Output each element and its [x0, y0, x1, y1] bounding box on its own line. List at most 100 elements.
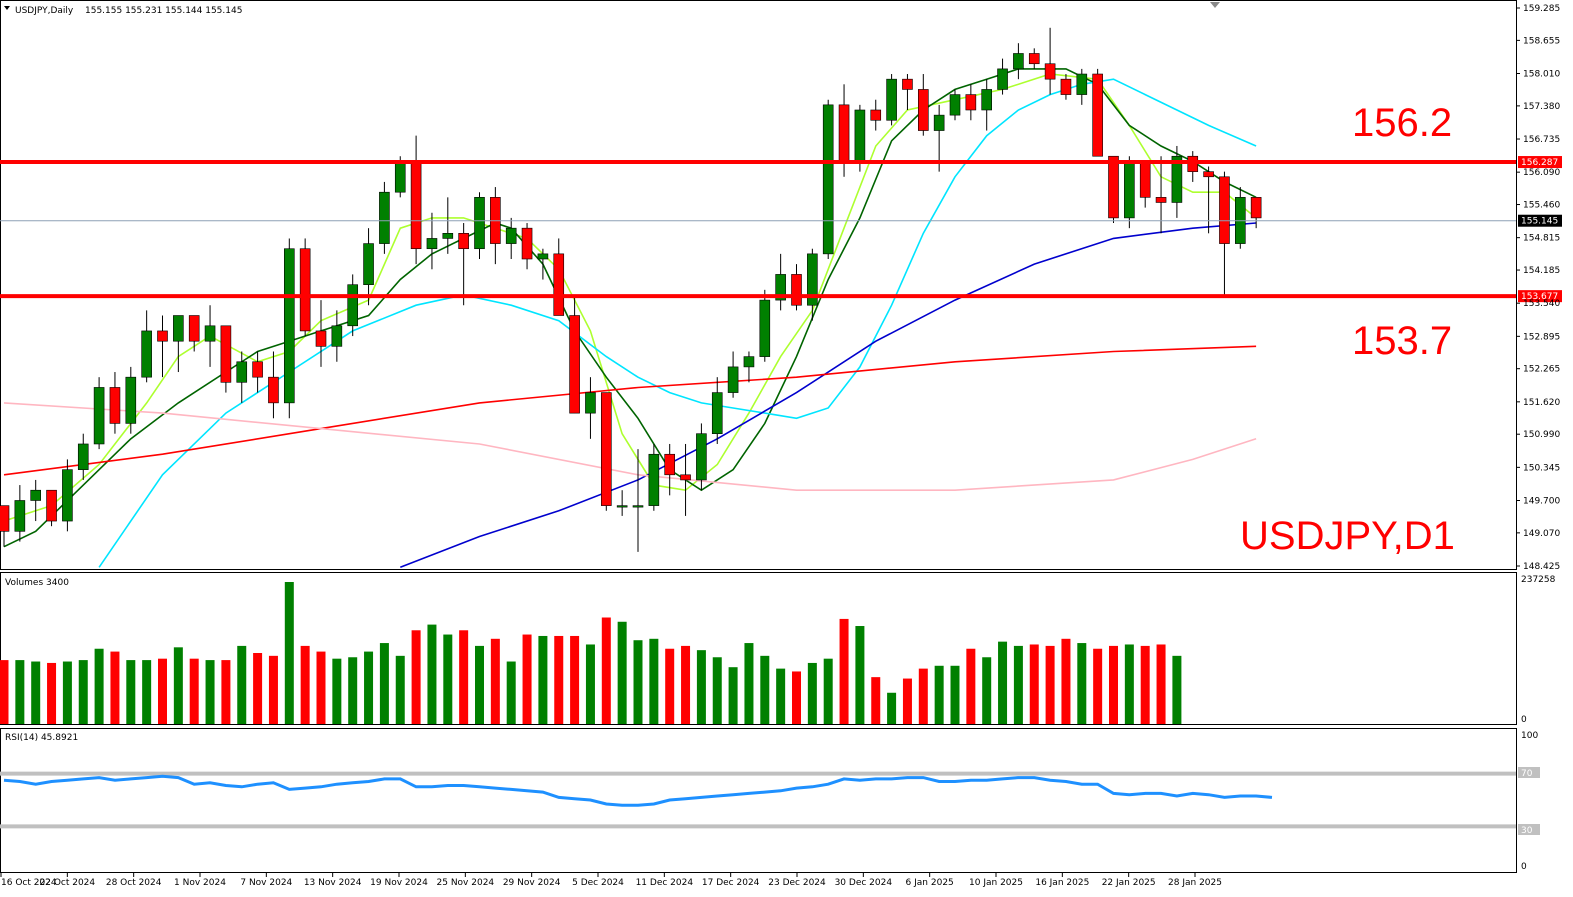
volume-bar — [633, 640, 643, 724]
candle-body — [62, 469, 73, 522]
volume-bar — [459, 630, 469, 724]
volume-bar — [31, 661, 41, 724]
candle — [93, 377, 105, 450]
volume-bar — [902, 678, 912, 724]
candle-body — [331, 325, 343, 347]
candle — [442, 197, 454, 254]
candle — [696, 423, 707, 491]
candle-body — [347, 284, 359, 327]
moving-average-line-6 — [3, 402, 1257, 492]
candle-body — [1060, 78, 1072, 95]
candle-body — [0, 505, 10, 532]
candle-body — [379, 191, 390, 244]
volume-bar — [887, 692, 897, 724]
time-tick-label: 30 Dec 2024 — [835, 878, 893, 888]
candle — [236, 351, 248, 403]
candle — [46, 489, 57, 527]
price-tick-label: 158.655 — [1523, 36, 1560, 46]
candle — [553, 238, 565, 316]
volume-bar — [776, 668, 786, 724]
candle-body — [1092, 73, 1103, 157]
candle-body — [585, 392, 596, 414]
volume-bar — [918, 668, 928, 724]
volume-zero-label: 0 — [1521, 715, 1527, 725]
moving-average-line-4 — [400, 222, 1257, 569]
volume-bar — [1061, 638, 1071, 724]
candle-body — [949, 94, 961, 116]
candle-body — [1219, 176, 1230, 244]
candle — [299, 238, 311, 337]
candle-body — [1203, 171, 1214, 178]
chart-shift-marker-icon[interactable] — [1210, 2, 1220, 8]
candle-body — [648, 453, 660, 506]
candle-body — [981, 89, 993, 111]
candle — [109, 372, 121, 434]
candle-body — [125, 376, 137, 424]
price-tick-label: 153.540 — [1523, 299, 1560, 309]
price-tick-label: 149.700 — [1523, 496, 1560, 506]
candle — [268, 351, 279, 419]
chart-header-title: USDJPY,Daily — [15, 6, 74, 16]
volume-bar — [173, 647, 183, 724]
candle-body — [807, 253, 818, 306]
candle-body — [886, 78, 897, 121]
volume-bar — [1013, 645, 1023, 724]
candle — [1108, 155, 1119, 224]
time-tick-label: 19 Nov 2024 — [370, 878, 428, 888]
candle-body — [870, 109, 882, 121]
price-tick-label: 152.895 — [1523, 332, 1560, 342]
candle-body — [917, 89, 929, 131]
candle-body — [854, 109, 866, 162]
horizontal-levels[interactable]: 156.287 153.677 — [0, 156, 1562, 303]
time-tick-label: 7 Nov 2024 — [240, 878, 292, 888]
candle-body — [173, 315, 184, 342]
candle — [173, 315, 184, 373]
volume-bar — [807, 662, 817, 724]
volume-bar — [522, 634, 532, 724]
candle — [791, 264, 802, 311]
volume-bar — [506, 661, 516, 724]
candle — [1060, 74, 1072, 100]
candle-body — [299, 248, 311, 332]
candle-body — [569, 315, 580, 414]
current-price-label: 155.145 — [1521, 217, 1558, 227]
rsi-series-line — [3, 774, 1273, 807]
price-tick-label: 154.815 — [1523, 234, 1560, 244]
volume-bar — [871, 677, 881, 724]
candle — [426, 212, 438, 270]
candle — [1219, 171, 1230, 295]
rsi-panel-frame — [0, 728, 1517, 873]
time-tick-label: 25 Nov 2024 — [437, 878, 495, 888]
volume-bar — [348, 657, 358, 724]
candle-body — [838, 104, 850, 162]
candle — [870, 99, 882, 131]
candle-body — [505, 227, 517, 244]
volume-bar — [189, 658, 199, 724]
time-tick-label: 11 Dec 2024 — [636, 878, 694, 888]
candle-body — [775, 274, 786, 301]
time-tick-label: 13 Nov 2024 — [304, 878, 362, 888]
resistance-price-tag — [1518, 156, 1562, 169]
candle-body — [188, 315, 200, 342]
volume-bar — [554, 635, 564, 724]
resistance-big-label: 156.2 — [1352, 101, 1452, 145]
candle-body — [965, 94, 977, 111]
candle-body — [553, 253, 565, 316]
price-tick-label: 151.620 — [1523, 398, 1560, 408]
price-tick-label: 156.735 — [1523, 135, 1560, 145]
rsi-level-70-label: 70 — [1521, 769, 1533, 779]
candle-body — [632, 505, 644, 508]
candle-body — [93, 387, 105, 445]
candle-body — [616, 505, 628, 508]
candle — [585, 377, 596, 439]
support-price-tag — [1518, 290, 1562, 303]
volume-bar — [1093, 648, 1103, 724]
candle — [157, 315, 168, 378]
candle-body — [204, 325, 216, 342]
volume-bar — [300, 645, 310, 724]
price-tick-label: 152.265 — [1523, 365, 1560, 375]
symbol-dropdown-icon[interactable] — [4, 6, 10, 10]
candle — [474, 192, 485, 259]
candle — [759, 289, 771, 362]
